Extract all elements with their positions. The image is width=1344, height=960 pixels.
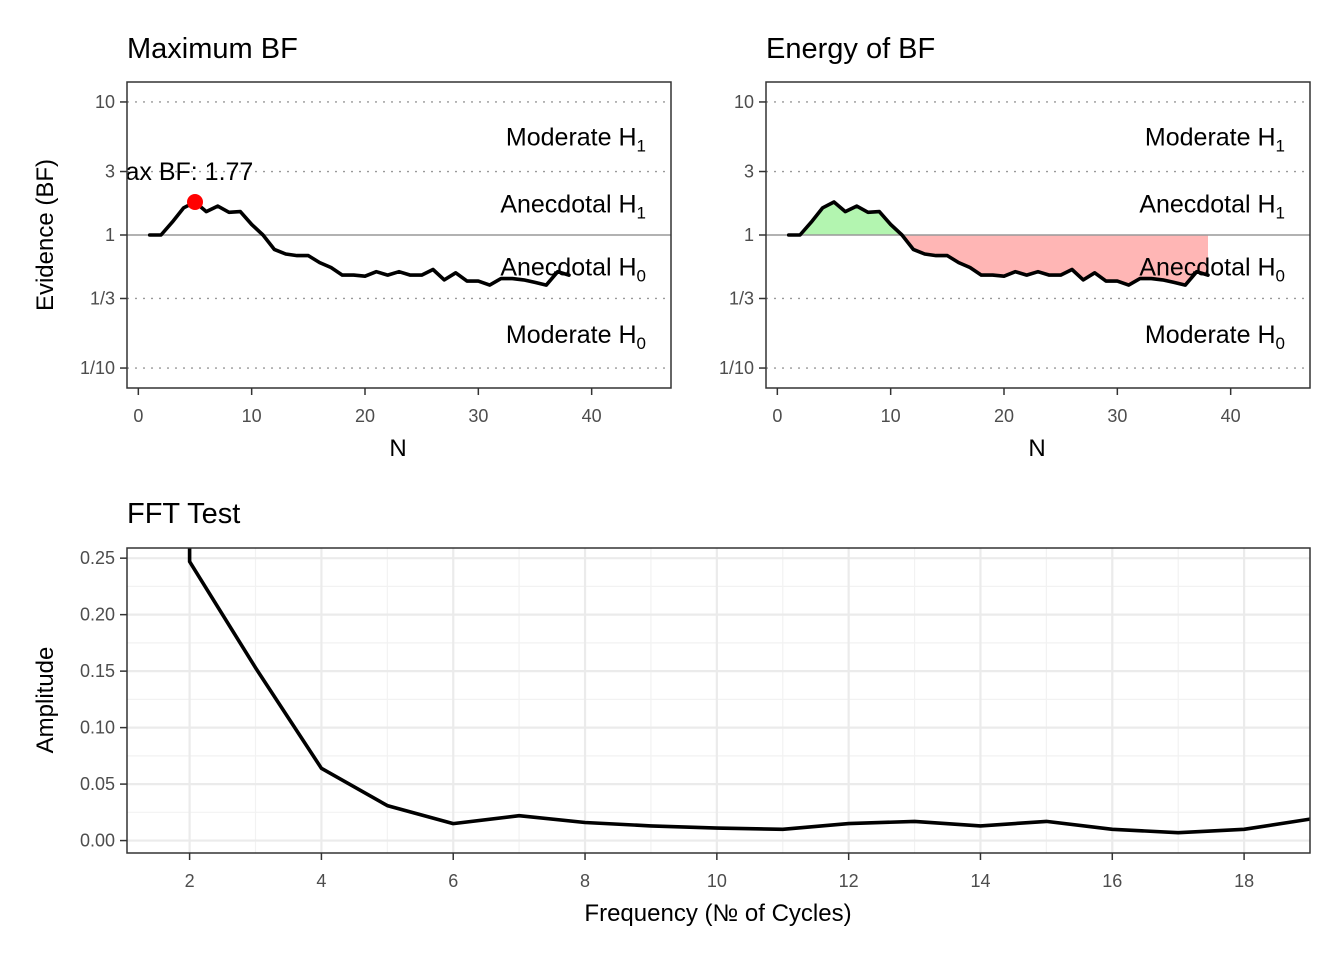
x-tick-label: 16 — [1102, 871, 1122, 891]
x-tick-label: 40 — [1221, 406, 1241, 426]
zone-label: Moderate H0 — [506, 321, 646, 353]
x-tick-label: 14 — [970, 871, 990, 891]
zone-label: Moderate H1 — [506, 123, 646, 155]
y-tick-label: 10 — [734, 92, 754, 112]
plot-frame — [126, 547, 1311, 854]
x-axis-label: N — [389, 435, 406, 462]
y-tick-label: 1/3 — [729, 288, 754, 308]
plot-background — [127, 548, 1310, 853]
zone-label: Anecdotal H0 — [1139, 253, 1285, 285]
x-tick-label: 18 — [1234, 871, 1254, 891]
x-tick-label: 8 — [580, 871, 590, 891]
max-bf-label: Max BF: 1.77 — [105, 158, 254, 186]
y-axis-label: Amplitude — [32, 647, 59, 754]
y-tick-label: 3 — [744, 162, 754, 182]
x-tick-label: 2 — [185, 871, 195, 891]
y-tick-label: 0.10 — [80, 718, 115, 738]
x-tick-label: 40 — [582, 406, 602, 426]
x-tick-label: 0 — [133, 406, 143, 426]
y-tick-label: 0.15 — [80, 661, 115, 681]
panel-title: Maximum BF — [127, 33, 298, 65]
y-tick-label: 0.00 — [80, 831, 115, 851]
x-tick-label: 0 — [772, 406, 782, 426]
panel-fft-test: FFT Test 0.00 0.05 0.10 0.15 0.20 0.25 2 4 6 8 10… — [32, 498, 1311, 927]
amplitude-line — [187, 548, 1310, 835]
y-tick-label: 3 — [105, 162, 115, 182]
panel-energy-of-bf: Energy of BF Moderate H1 Anecdotal H1 Anec… — [719, 33, 1311, 462]
x-tick-label: 10 — [881, 406, 901, 426]
x-tick-label: 10 — [242, 406, 262, 426]
y-tick-label: 0.05 — [80, 774, 115, 794]
y-tick-label: 0.25 — [80, 548, 115, 568]
y-tick-label: 0.20 — [80, 605, 115, 625]
y-tick-label: 1/3 — [90, 288, 115, 308]
x-axis-label: N — [1028, 435, 1045, 462]
zone-label: Moderate H0 — [1145, 321, 1285, 353]
evidence-for-h1-area — [788, 202, 902, 235]
max-bf-point — [187, 194, 203, 211]
zone-label: Anecdotal H1 — [500, 190, 646, 222]
panel-title: FFT Test — [127, 498, 240, 530]
y-tick-label: 10 — [95, 92, 115, 112]
x-axis-label: Frequency (№ of Cycles) — [584, 900, 851, 927]
x-tick-label: 20 — [994, 406, 1014, 426]
y-tick-label: 1/10 — [719, 358, 754, 378]
panel-title: Energy of BF — [766, 33, 935, 65]
bayes-factor-line — [147, 200, 571, 287]
y-tick-label: 1/10 — [80, 358, 115, 378]
x-tick-label: 30 — [1107, 406, 1127, 426]
y-tick-label: 1 — [105, 225, 115, 245]
zone-label: Moderate H1 — [1145, 123, 1285, 155]
x-tick-label: 20 — [355, 406, 375, 426]
y-axis-label: Evidence (BF) — [32, 159, 59, 311]
y-tick-label: 1 — [744, 225, 754, 245]
x-tick-label: 4 — [316, 871, 326, 891]
x-tick-label: 6 — [448, 871, 458, 891]
bayes-factor-line — [786, 200, 1210, 287]
x-tick-label: 12 — [839, 871, 859, 891]
zone-label: Anecdotal H1 — [1139, 190, 1285, 222]
x-tick-label: 10 — [707, 871, 727, 891]
x-tick-label: 30 — [468, 406, 488, 426]
